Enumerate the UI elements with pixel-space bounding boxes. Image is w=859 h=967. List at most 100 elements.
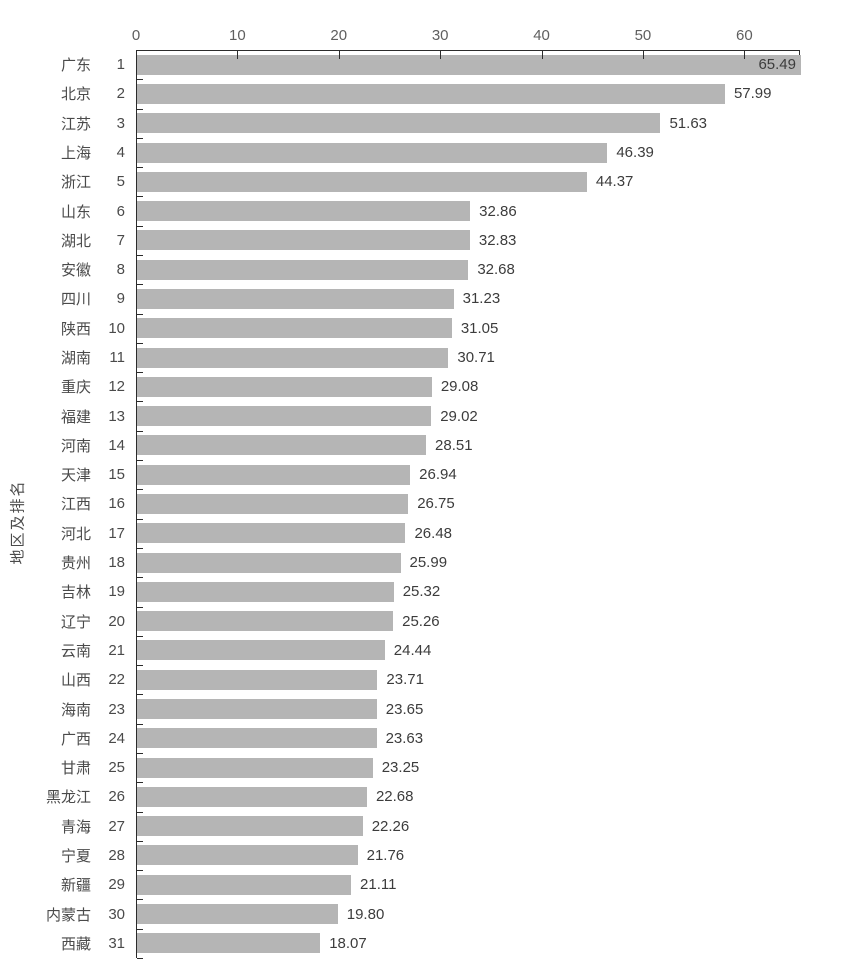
- bar: [137, 904, 338, 925]
- bar-row: 25.26: [136, 607, 800, 636]
- rank-number: 26: [108, 788, 125, 806]
- y-axis-tick: [137, 811, 143, 813]
- category-label: 山西 22: [8, 665, 136, 694]
- x-tick-label: 50: [634, 27, 652, 44]
- bar: [137, 933, 321, 954]
- category-label: 河南 14: [8, 431, 136, 460]
- value-label: 32.68: [477, 261, 515, 279]
- rank-number: 3: [116, 114, 125, 132]
- bar: [137, 816, 363, 837]
- x-tick-label: 20: [330, 27, 348, 44]
- province-name: 云南: [60, 642, 91, 660]
- province-name: 贵州: [60, 555, 91, 573]
- category-label: 广东 1: [8, 50, 136, 79]
- y-axis-tick: [137, 547, 143, 549]
- category-label: 天津 15: [8, 460, 136, 489]
- y-axis-tick: [137, 137, 143, 139]
- y-axis-line: [136, 50, 137, 958]
- category-label: 陕西 10: [8, 314, 136, 343]
- bar: [137, 669, 378, 690]
- bar-row: 22.68: [136, 782, 800, 811]
- bar-row: 31.23: [136, 284, 800, 313]
- value-label: 32.83: [478, 231, 517, 249]
- y-axis-tick: [137, 489, 143, 491]
- bar-row: 31.05: [136, 314, 800, 343]
- bar-row: 23.65: [136, 694, 800, 723]
- bar-row: 21.11: [136, 870, 800, 899]
- value-label: 30.71: [457, 349, 495, 367]
- category-label: 江西 16: [8, 489, 136, 518]
- rank-number: 29: [108, 876, 125, 894]
- y-axis-tick: [137, 752, 143, 754]
- rank-number: 7: [116, 231, 125, 249]
- x-axis-tick: [541, 51, 543, 59]
- bar-row: 19.80: [136, 899, 800, 928]
- value-label: 29.08: [440, 378, 479, 396]
- bar-row: 32.86: [136, 196, 800, 225]
- category-label: 新疆 29: [8, 870, 136, 899]
- province-name: 湖南: [60, 350, 91, 368]
- bar: [137, 201, 471, 222]
- province-name: 安徽: [60, 262, 91, 280]
- bar-row: 51.63: [136, 109, 800, 138]
- y-axis-tick: [137, 635, 143, 637]
- province-name: 浙江: [60, 174, 91, 192]
- province-name: 西藏: [60, 935, 91, 953]
- rank-number: 14: [108, 436, 125, 454]
- province-name: 宁夏: [60, 847, 91, 865]
- y-axis-tick: [137, 958, 143, 959]
- y-axis-tick: [137, 225, 143, 227]
- rank-number: 13: [108, 407, 125, 425]
- bar: [137, 376, 432, 397]
- province-name: 北京: [60, 86, 91, 104]
- bar-row: 26.94: [136, 460, 800, 489]
- rank-number: 24: [108, 729, 125, 747]
- x-tick-label: 40: [533, 27, 550, 44]
- bar-row: 24.44: [136, 636, 800, 665]
- category-label: 广西 24: [8, 724, 136, 753]
- value-label: 31.23: [462, 290, 501, 308]
- rank-number: 1: [116, 56, 125, 74]
- bar: [137, 435, 427, 456]
- rank-number: 20: [108, 612, 125, 630]
- bar: [137, 347, 449, 368]
- rank-number: 27: [108, 817, 125, 835]
- province-name: 吉林: [60, 584, 91, 602]
- bar-row: 23.63: [136, 724, 800, 753]
- y-axis-tick: [137, 518, 143, 520]
- bar: [137, 318, 452, 339]
- province-name: 河北: [60, 525, 91, 543]
- category-label: 山东 6: [8, 196, 136, 225]
- y-axis-tick: [137, 694, 143, 696]
- bar: [137, 640, 385, 661]
- province-name: 广东: [60, 57, 91, 75]
- value-label: 51.63: [669, 114, 708, 132]
- bar: [137, 230, 470, 251]
- bar: [137, 406, 432, 427]
- bar: [137, 757, 373, 778]
- rank-number: 10: [108, 319, 125, 337]
- y-axis-tick: [137, 840, 143, 842]
- y-axis-tick: [137, 255, 143, 257]
- rank-number: 18: [108, 554, 125, 572]
- province-name: 四川: [60, 291, 91, 309]
- x-tick-label: 0: [131, 27, 141, 44]
- bar-row: 28.51: [136, 431, 800, 460]
- rank-number: 25: [108, 759, 125, 777]
- value-label: 65.49: [758, 56, 796, 74]
- bar-row: 30.71: [136, 343, 800, 372]
- province-name: 山东: [60, 203, 91, 221]
- category-label: 云南 21: [8, 636, 136, 665]
- bar: [137, 874, 352, 895]
- rank-number: 15: [108, 466, 125, 484]
- value-label: 22.26: [371, 817, 410, 835]
- province-name: 甘肃: [60, 760, 91, 778]
- category-label: 浙江 5: [8, 167, 136, 196]
- bar: [137, 786, 367, 807]
- category-label: 海南 23: [8, 694, 136, 723]
- x-tick-label: 30: [431, 27, 449, 44]
- y-axis-tick: [137, 167, 143, 169]
- bar-row: 46.39: [136, 138, 800, 167]
- bar: [137, 728, 377, 749]
- value-label: 25.26: [402, 612, 440, 630]
